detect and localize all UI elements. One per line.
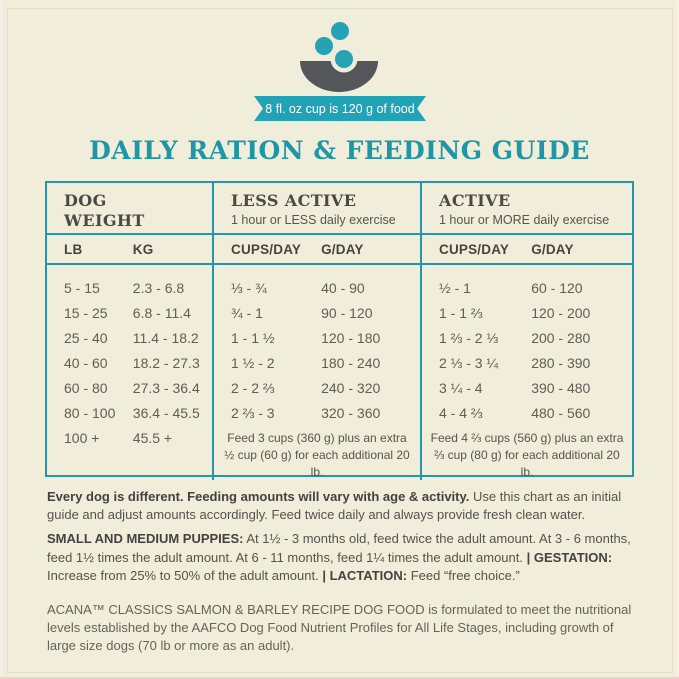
table-row: 2 ⅔ - 3 320 - 360 — [231, 404, 381, 421]
feeding-notes: Every dog is different. Feeding amounts … — [47, 488, 634, 662]
kibble-1 — [331, 22, 349, 40]
table-row: ½ - 1 60 - 120 — [439, 279, 583, 296]
dog-bowl-icon — [270, 20, 410, 100]
feeding-guide-table: DOG WEIGHT LB KG 5 - 15 2.3 - 6.8 15 - 25… — [45, 181, 634, 481]
table-row: 1 - 1 ⅔ 120 - 200 — [439, 304, 591, 321]
dog-weight-subheader: LB KG — [47, 235, 212, 265]
active-extra-note: Feed 4 ⅔ cups (560 g) plus an extra ⅔ cu… — [430, 431, 624, 479]
table-row: 2 - 2 ⅔ 240 - 320 — [231, 379, 381, 396]
less-active-subtitle: 1 hour or LESS daily exercise — [231, 213, 396, 227]
col-label-g-day: G/DAY — [531, 241, 574, 257]
table-row: 80 - 100 36.4 - 45.5 — [64, 404, 200, 421]
note-puppies-gestation-lactation: SMALL AND MEDIUM PUPPIES: At 1½ - 3 mont… — [47, 531, 631, 583]
col-label-lb: LB — [64, 241, 83, 257]
less-active-title: LESS ACTIVE — [231, 191, 357, 210]
active-body: ½ - 1 60 - 120 1 - 1 ⅔ 120 - 200 1 ⅔ - 2 ⅓… — [422, 265, 632, 480]
dog-weight-body: 5 - 15 2.3 - 6.8 15 - 25 6.8 - 11.4 25 - 4… — [47, 265, 212, 480]
active-subtitle: 1 hour or MORE daily exercise — [439, 213, 610, 227]
table-row: 2 ⅓ - 3 ¼ 280 - 390 — [439, 354, 591, 371]
column-active: ACTIVE 1 hour or MORE daily exercise CUP… — [420, 183, 632, 481]
table-row: 3 ¼ - 4 390 - 480 — [439, 379, 591, 396]
less-active-body: ⅓ - ¾ 40 - 90 ¾ - 1 90 - 120 1 - 1 ½ 120 - … — [214, 265, 420, 480]
note-aafco-statement: ACANA™ CLASSICS SALMON & BARLEY RECIPE D… — [47, 601, 632, 654]
table-row: 40 - 60 18.2 - 27.3 — [64, 354, 200, 371]
table-row: ⅓ - ¾ 40 - 90 — [231, 279, 365, 296]
table-row: 15 - 25 6.8 - 11.4 — [64, 304, 191, 321]
bowl-shape — [300, 61, 378, 92]
kibble-3 — [335, 50, 353, 68]
column-less-active: LESS ACTIVE 1 hour or LESS daily exercis… — [212, 183, 420, 481]
col-label-cups-day: CUPS/DAY — [231, 241, 302, 257]
table-row: 100 +45.5 + — [64, 429, 173, 446]
table-row: 60 - 80 27.3 - 36.4 — [64, 379, 200, 396]
less-active-subheader: CUPS/DAY G/DAY — [214, 235, 420, 265]
table-row: 1 - 1 ½ 120 - 180 — [231, 329, 381, 346]
table-row: ¾ - 1 90 - 120 — [231, 304, 373, 321]
col-label-g-day: G/DAY — [321, 241, 364, 257]
active-header: ACTIVE 1 hour or MORE daily exercise — [422, 183, 632, 235]
less-active-header: LESS ACTIVE 1 hour or LESS daily exercis… — [214, 183, 420, 235]
table-row: 5 - 15 2.3 - 6.8 — [64, 279, 185, 296]
kibble-2 — [315, 37, 333, 55]
active-subheader: CUPS/DAY G/DAY — [422, 235, 632, 265]
column-dog-weight: DOG WEIGHT LB KG 5 - 15 2.3 - 6.8 15 - 25… — [47, 183, 212, 480]
dog-weight-title-line2: WEIGHT — [64, 211, 145, 230]
table-row: 1 ⅔ - 2 ⅓ 200 - 280 — [439, 329, 591, 346]
dog-weight-header: DOG WEIGHT — [47, 183, 212, 235]
panel-bottom-edge — [0, 677, 679, 679]
table-row: 4 - 4 ⅔ 480 - 560 — [439, 404, 591, 421]
active-title: ACTIVE — [439, 191, 511, 210]
col-label-kg: KG — [132, 241, 154, 257]
table-row: 1 ½ - 2 180 - 240 — [231, 354, 381, 371]
dog-weight-title-line1: DOG — [64, 191, 107, 210]
note-general: Every dog is different. Feeding amounts … — [47, 489, 622, 523]
table-row: 25 - 40 11.4 - 18.2 — [64, 329, 199, 346]
cup-measure-ribbon: 8 fl. oz cup is 120 g of food — [254, 96, 426, 121]
col-label-cups-day: CUPS/DAY — [439, 241, 510, 257]
cup-measure-text: 8 fl. oz cup is 120 g of food — [265, 101, 415, 116]
less-active-extra-note: Feed 3 cups (360 g) plus an extra ½ cup … — [224, 431, 410, 479]
page-title: DAILY RATION & FEEDING GUIDE — [89, 136, 590, 165]
